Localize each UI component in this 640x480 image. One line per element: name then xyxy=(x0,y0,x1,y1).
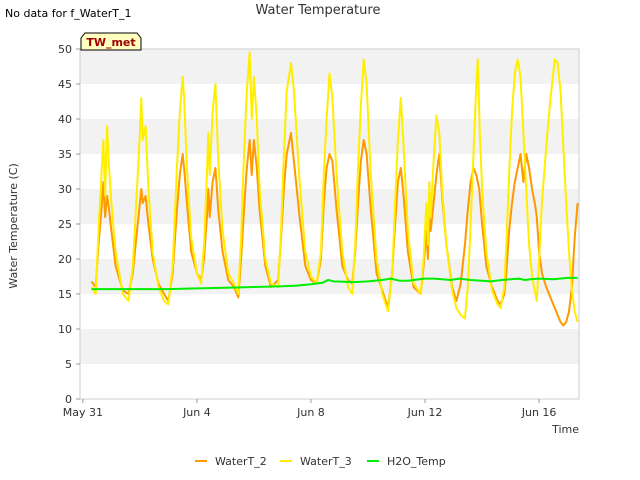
plot-bands xyxy=(80,49,579,399)
x-tick-label: May 31 xyxy=(63,406,103,419)
x-axis: May 31 Jun 4 Jun 8 Jun 12 Jun 16 xyxy=(63,399,557,419)
x-tick-label: Jun 12 xyxy=(407,406,443,419)
y-axis-label: Water Temperature (C) xyxy=(7,163,20,288)
y-tick-label: 30 xyxy=(58,183,72,196)
tw-met-badge: TW_met xyxy=(80,32,142,51)
no-data-note: No data for f_WaterT_1 xyxy=(5,7,132,20)
series-line-h2o-temp xyxy=(91,276,578,291)
y-tick-label: 15 xyxy=(58,288,72,301)
x-tick-label: Jun 16 xyxy=(521,406,557,419)
y-tick-label: 10 xyxy=(58,323,72,336)
x-tick-label: Jun 8 xyxy=(296,406,325,419)
grid-band xyxy=(80,154,579,189)
y-axis: 0 5 10 15 20 25 30 35 40 45 50 xyxy=(58,43,80,406)
x-tick-label: Jun 4 xyxy=(182,406,211,419)
y-tick-label: 20 xyxy=(58,253,72,266)
y-tick-label: 0 xyxy=(65,393,72,406)
grid-band xyxy=(80,189,579,224)
legend-label: H2O_Temp xyxy=(387,455,446,468)
legend-item: H2O_Temp xyxy=(367,455,446,468)
y-tick-label: 5 xyxy=(65,358,72,371)
legend-item: WaterT_2 xyxy=(195,455,267,468)
y-tick-label: 40 xyxy=(58,113,72,126)
legend-label: WaterT_2 xyxy=(215,455,267,468)
y-tick-label: 50 xyxy=(58,43,72,56)
series-line-watert-3 xyxy=(90,51,579,323)
y-tick-label: 25 xyxy=(58,218,72,231)
badge-label: TW_met xyxy=(86,36,135,49)
y-tick-label: 45 xyxy=(58,78,72,91)
grid-band xyxy=(80,364,579,399)
grid-band xyxy=(80,294,579,329)
legend-item: WaterT_3 xyxy=(280,455,352,468)
grid-band xyxy=(80,329,579,364)
chart-title: Water Temperature xyxy=(256,3,381,18)
x-axis-label: Time xyxy=(551,423,579,436)
legend: WaterT_2 WaterT_3 H2O_Temp xyxy=(195,455,446,468)
legend-label: WaterT_3 xyxy=(300,455,352,468)
grid-band xyxy=(80,224,579,259)
y-tick-label: 35 xyxy=(58,148,72,161)
grid-band xyxy=(80,84,579,119)
grid-band xyxy=(80,119,579,154)
series-lines xyxy=(90,51,579,327)
